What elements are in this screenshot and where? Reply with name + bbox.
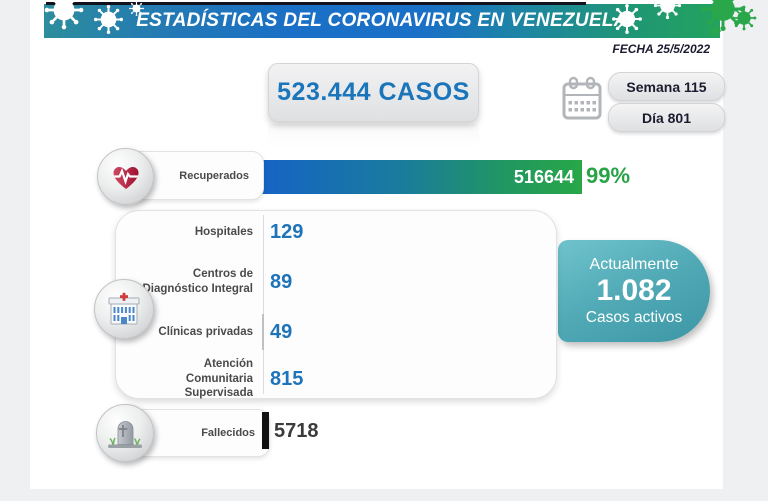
facilities-divider [263, 215, 264, 394]
facility-row-cdi: Centros de Diagnóstico Integral 89 [116, 255, 556, 309]
facilities-panel: Hospitales 129 Centros de Diagnóstico In… [115, 210, 557, 399]
calendar-icon [562, 76, 602, 120]
active-cases-intro: Actualmente [589, 256, 679, 274]
total-cases-box: 523.444 CASOS [268, 63, 479, 122]
deaths-label-box: Fallecidos [128, 409, 270, 457]
deaths-bar [262, 412, 269, 449]
tombstone-icon [108, 421, 142, 448]
header-top-edge [46, 2, 586, 5]
header-band: ESTADÍSTICAS DEL CORONAVIRUS EN VENEZUEL… [44, 4, 720, 38]
page-title: ESTADÍSTICAS DEL CORONAVIRUS EN VENEZUEL… [136, 10, 628, 31]
virus-icon [92, 3, 125, 36]
facility-value: 89 [270, 270, 293, 293]
facility-value: 49 [270, 320, 293, 343]
active-cases-badge: Actualmente 1.082 Casos activos [558, 240, 710, 342]
facility-row-clinicas: Clínicas privadas 49 [116, 311, 556, 353]
deaths-value: 5718 [274, 420, 319, 442]
facility-label: Centros de Diagnóstico Integral [142, 268, 253, 295]
facility-value: 129 [270, 220, 304, 243]
facility-label: Hospitales [194, 225, 253, 238]
date-label: FECHA 25/5/2022 [612, 42, 710, 56]
day-label: Día 801 [641, 109, 692, 126]
heart-pulse-icon [112, 166, 139, 189]
week-badge: Semana 115 [608, 72, 725, 101]
virus-icon [652, 0, 683, 21]
recovered-icon-circle [97, 148, 154, 205]
virus-icon [730, 4, 758, 32]
virus-icon [708, 24, 722, 38]
facility-value: 815 [270, 367, 304, 390]
facility-label: Atención Comunitaria Supervisada [184, 357, 253, 400]
day-badge: Día 801 [608, 103, 725, 132]
virus-icon [611, 3, 643, 35]
week-label: Semana 115 [626, 78, 707, 95]
facilities-icon-circle [94, 279, 154, 339]
recovered-value: 516644 [513, 166, 574, 187]
deaths-icon-circle [96, 404, 154, 462]
total-cases-value: 523.444 CASOS [277, 78, 470, 106]
recovered-bar: 516644 [258, 160, 582, 194]
hospital-icon [108, 292, 140, 325]
recovered-percent: 99% [586, 163, 631, 188]
recovered-label: Recuperados [179, 169, 249, 182]
facility-row-acs: Atención Comunitaria Supervisada 815 [116, 351, 556, 407]
active-cases-value: 1.082 [596, 274, 672, 308]
virus-icon [43, 0, 85, 31]
facilities-divider-segment [262, 314, 264, 350]
facility-label: Clínicas privadas [158, 325, 253, 338]
deaths-label: Fallecidos [201, 427, 255, 439]
active-cases-caption: Casos activos [585, 308, 683, 326]
virus-icon [128, 0, 145, 17]
facility-row-hospitales: Hospitales 129 [116, 213, 556, 251]
